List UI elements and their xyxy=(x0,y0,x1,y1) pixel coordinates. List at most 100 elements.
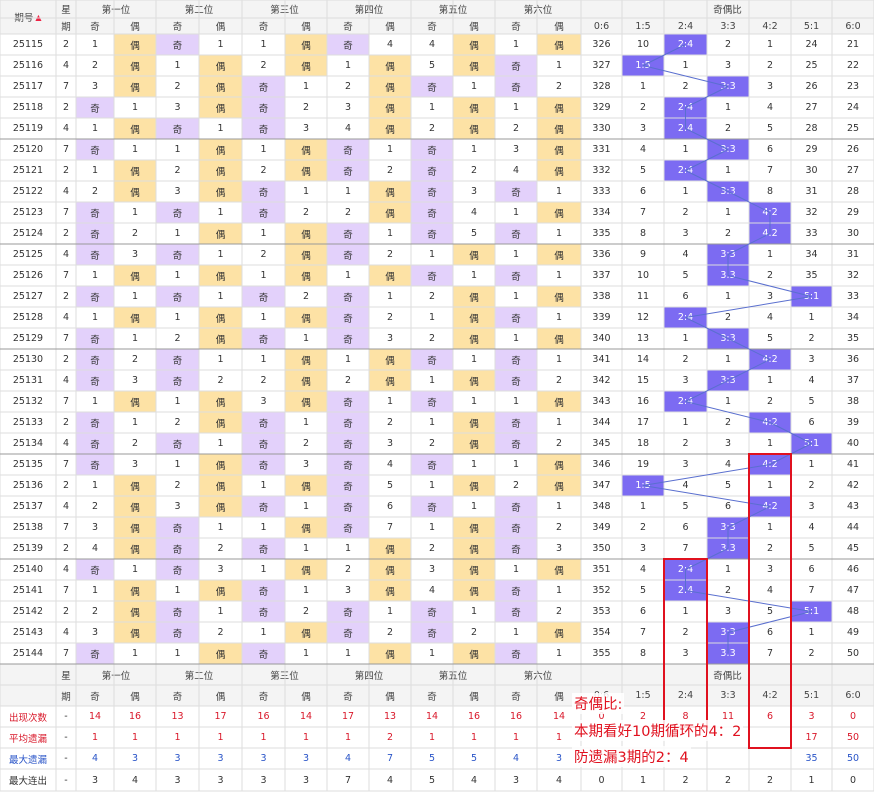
odd-cell: 奇 xyxy=(156,286,199,307)
ratio-miss-cell: 338 xyxy=(592,291,611,302)
period-cell: 25121 xyxy=(12,165,44,176)
even-header: 偶 xyxy=(114,685,156,706)
ratio-miss-cell: 5 xyxy=(639,585,647,596)
odd-cell: 3 xyxy=(174,501,181,512)
odd-cell: 1 xyxy=(174,144,181,155)
stat-weekday-cell: - xyxy=(64,753,68,764)
ratio-miss-cell: 340 xyxy=(592,333,611,344)
ratio-miss-cell: 25 xyxy=(846,123,860,134)
even-cell: 7 xyxy=(386,522,394,533)
ratio-miss-cell: 1 xyxy=(639,81,647,92)
even-cell: 1 xyxy=(131,291,139,302)
odd-cell: 2 xyxy=(260,60,267,71)
stat-value: 50 xyxy=(846,732,860,743)
even-cell: 偶 xyxy=(114,55,156,76)
odd-cell: 1 xyxy=(91,123,99,134)
even-cell: 1 xyxy=(217,123,224,134)
even-cell: 偶 xyxy=(285,559,327,580)
odd-cell: 奇 xyxy=(242,97,285,118)
odd-cell: 2 xyxy=(91,501,99,512)
ratio-column-header: 0:6 xyxy=(581,18,622,34)
weekday-cell: 2 xyxy=(62,606,70,617)
period-cell: 25118 xyxy=(12,102,44,113)
odd-cell: 奇 xyxy=(495,412,537,433)
even-cell: 3 xyxy=(131,459,139,470)
even-cell: 偶 xyxy=(537,160,581,181)
even-cell: 1 xyxy=(555,312,563,323)
odd-cell: 1 xyxy=(91,396,99,407)
odd-cell: 奇 xyxy=(242,328,285,349)
stat-value: 35 xyxy=(805,753,818,764)
ratio-miss-cell: 333 xyxy=(592,186,611,197)
stat-label: 最大遗漏 xyxy=(8,754,47,766)
position-header: 第二位 xyxy=(156,664,242,685)
ratio-miss-cell: 2 xyxy=(724,417,732,428)
weekday-header-top: 星 xyxy=(56,664,76,685)
stat-value: 7 xyxy=(344,774,352,786)
sort-period-header[interactable]: 期号 ▲ xyxy=(0,0,56,34)
odd-cell: 奇 xyxy=(76,223,114,244)
ratio-miss-cell: 47 xyxy=(846,585,860,596)
ratio-miss-cell: 5 xyxy=(808,396,815,407)
period-cell: 25125 xyxy=(12,249,44,260)
odd-cell: 奇 xyxy=(327,160,369,181)
ratio-miss-cell: 31 xyxy=(846,249,860,260)
odd-cell: 2 xyxy=(512,123,520,134)
even-cell: 偶 xyxy=(114,601,156,622)
stat-value: 5 xyxy=(428,753,436,764)
ratio-column-header: 5:1 xyxy=(791,18,832,34)
even-cell: 偶 xyxy=(453,559,495,580)
odd-header: 奇 xyxy=(411,18,453,34)
ratio-miss-cell: 3 xyxy=(808,501,815,512)
even-cell: 偶 xyxy=(537,622,581,643)
ratio-miss-cell: 27 xyxy=(846,165,860,176)
stat-value: 3 xyxy=(217,774,224,786)
stat-weekday-cell: - xyxy=(64,711,68,722)
odd-cell: 奇 xyxy=(411,160,453,181)
odd-cell: 奇 xyxy=(76,454,114,475)
stat-value: 1 xyxy=(512,732,520,743)
odd-cell: 奇 xyxy=(156,538,199,559)
odd-cell: 1 xyxy=(260,144,267,155)
ratio-miss-cell: 341 xyxy=(592,354,611,365)
odd-cell: 1 xyxy=(512,207,520,218)
odd-cell: 2 xyxy=(428,333,436,344)
even-cell: 偶 xyxy=(537,475,581,496)
even-cell: 2 xyxy=(302,207,310,218)
weekday-cell: 2 xyxy=(62,480,70,491)
odd-cell: 1 xyxy=(512,459,520,470)
ratio-miss-cell: 36 xyxy=(846,354,860,365)
period-cell: 25128 xyxy=(12,312,44,323)
position-header: 第一位 xyxy=(76,664,156,685)
even-cell: 偶 xyxy=(537,328,581,349)
weekday-header-top: 星 xyxy=(56,0,76,18)
ratio-column-header: 1:5 xyxy=(622,685,664,706)
weekday-cell: 7 xyxy=(62,81,70,92)
odd-cell: 1 xyxy=(174,396,181,407)
ratio-miss-cell: 32 xyxy=(805,207,818,218)
ratio-miss-cell: 336 xyxy=(592,249,611,260)
ratio-miss-cell: 1 xyxy=(766,522,774,533)
ratio-miss-cell: 3 xyxy=(682,228,689,239)
ratio-miss-cell: 344 xyxy=(592,417,611,428)
odd-cell: 2 xyxy=(344,564,352,575)
odd-cell: 1 xyxy=(260,228,267,239)
odd-cell: 2 xyxy=(174,165,181,176)
weekday-cell: 7 xyxy=(62,270,70,281)
sort-icon[interactable]: ▲ xyxy=(35,12,42,22)
ratio-miss-cell: 10 xyxy=(636,270,650,281)
weekday-cell: 7 xyxy=(62,144,70,155)
even-cell: 偶 xyxy=(199,580,242,601)
period-cell: 25140 xyxy=(12,564,44,575)
even-cell: 2 xyxy=(555,81,563,92)
weekday-cell: 2 xyxy=(62,165,70,176)
even-cell: 1 xyxy=(131,417,139,428)
odd-cell: 1 xyxy=(91,270,99,281)
odd-cell: 1 xyxy=(260,270,267,281)
ratio-hit-cell: 2:4 xyxy=(664,307,707,328)
even-header: 偶 xyxy=(199,18,242,34)
odd-cell: 1 xyxy=(512,291,520,302)
period-cell: 25117 xyxy=(12,81,44,92)
ratio-hit-cell: 2:4 xyxy=(664,34,707,55)
ratio-miss-cell: 35 xyxy=(846,333,860,344)
